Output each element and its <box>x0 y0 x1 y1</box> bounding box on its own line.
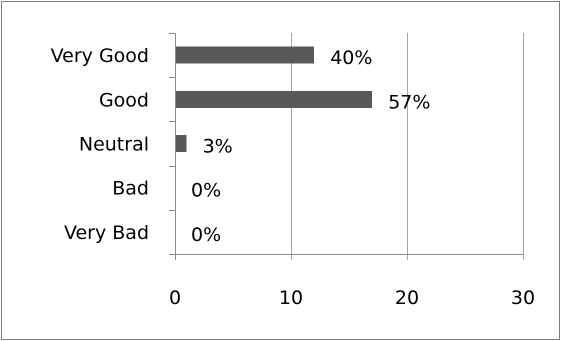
x-tick-label: 20 <box>395 287 419 309</box>
category-label: Good <box>99 89 149 111</box>
bar-neutral <box>175 135 187 152</box>
axes <box>169 33 523 260</box>
x-tick-label: 0 <box>169 287 181 309</box>
category-label: Very Good <box>51 45 149 67</box>
data-label: 0% <box>191 180 221 202</box>
data-label: 3% <box>203 136 233 158</box>
labels: Very Good 40% Good 57% Neutral 3% Bad 0% Very Ba… <box>51 45 535 309</box>
gridlines <box>291 33 524 260</box>
data-label: 0% <box>191 224 221 246</box>
x-tick-label: 10 <box>279 287 303 309</box>
category-label: Bad <box>112 178 149 200</box>
category-label: Very Bad <box>64 222 149 244</box>
bars <box>175 46 373 152</box>
data-label: 40% <box>330 47 372 69</box>
data-label: 57% <box>388 91 430 113</box>
category-label: Neutral <box>79 134 149 156</box>
bar-good <box>175 90 373 108</box>
bar-very-good <box>175 46 315 64</box>
x-tick-label: 30 <box>511 287 535 309</box>
